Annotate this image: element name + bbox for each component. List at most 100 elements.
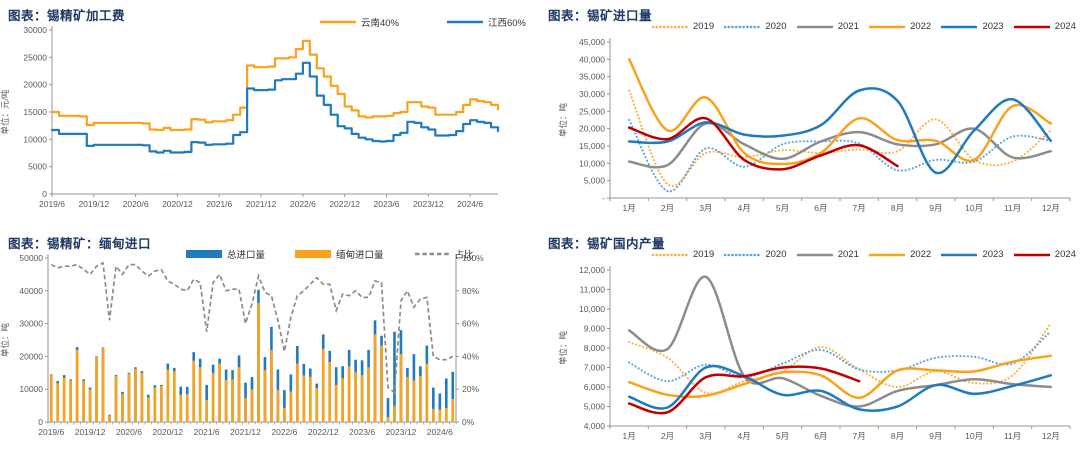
svg-text:6,000: 6,000 [584,382,606,392]
chart-canvas-processing-fee: 0 5000 10000 15000 20000 25000 30000 单位：元/吨 2019… [0,25,500,209]
svg-text:单位：吨: 单位：吨 [558,103,568,138]
svg-text:2019/12: 2019/12 [78,199,109,209]
svg-text:2022/6: 2022/6 [271,427,297,437]
legend-label: 2021 [837,21,859,32]
svg-text:8月: 8月 [891,203,904,213]
chart-title-domestic-output: 图表：锡矿国内产量 [548,237,666,251]
legend-label: 2022 [910,21,932,32]
svg-text:2月: 2月 [661,431,674,441]
series-line-2019 [628,322,1052,395]
legend-item-2023: 2023 [941,21,1004,32]
chart-panel-ore-imports: 图表：锡矿进口量 2019 2020 2021 2022 2023 2024 - 5,000… [540,0,1080,228]
svg-text:9月: 9月 [929,203,942,213]
chart-canvas-myanmar-imports: 0 10000 20000 30000 40000 50000 单位：吨 0% 20% 40% 60… [0,253,484,437]
svg-text:80%: 80% [462,286,479,296]
series-line-2023 [627,364,1053,412]
svg-text:单位：吨: 单位：吨 [0,323,10,358]
svg-text:10,000: 10,000 [579,158,605,168]
legend-item-2023: 2023 [941,249,1004,260]
legend-item-江西60%: 江西60% [446,15,526,29]
legend-label: 2019 [693,21,715,32]
svg-text:10000: 10000 [19,384,43,394]
chart-title-ore-imports: 图表：锡矿进口量 [548,9,653,23]
svg-text:2019/6: 2019/6 [39,199,65,209]
svg-text:2021/6: 2021/6 [194,427,220,437]
svg-text:单位：吨: 单位：吨 [558,331,568,366]
chart-panel-processing-fee: 图表：锡精矿加工费 云南40% 江西60% 0 5000 10000 15000 2000… [0,0,540,228]
svg-text:2019/6: 2019/6 [38,427,64,437]
legend-label: 2024 [1054,21,1076,32]
svg-text:2023/12: 2023/12 [413,199,444,209]
chart-legend-myanmar-imports: 总进口量 缅甸进口量 占比 [186,247,474,261]
legend-item-总进口量: 总进口量 [186,247,265,261]
legend-item-2024: 2024 [1013,249,1076,260]
svg-text:10月: 10月 [965,431,983,441]
svg-text:5月: 5月 [776,431,789,441]
legend-label: 占比 [454,250,474,261]
legend-item-2019: 2019 [652,249,714,260]
legend-label: 总进口量 [227,250,266,261]
svg-text:1月: 1月 [623,431,636,441]
svg-text:30000: 30000 [23,25,47,35]
svg-text:5月: 5月 [776,203,789,213]
series-line-云南40% [50,39,500,132]
svg-text:40000: 40000 [19,286,43,296]
series-line-2020 [628,118,1052,193]
svg-text:7月: 7月 [853,203,866,213]
svg-text:10000: 10000 [23,134,47,144]
svg-text:2022/6: 2022/6 [290,199,316,209]
chart-panel-myanmar-imports: 图表：锡精矿：缅甸进口 总进口量 缅甸进口量 占比 0 10000 20000 30000… [0,228,540,456]
legend-item-云南40%: 云南40% [319,15,399,29]
svg-text:2022/12: 2022/12 [308,427,339,437]
svg-text:2024/6: 2024/6 [427,427,453,437]
svg-text:40%: 40% [462,351,479,361]
svg-text:5000: 5000 [28,162,47,172]
legend-item-2021: 2021 [796,21,859,32]
legend-label: 江西60% [487,18,526,29]
series-line-2020 [628,330,1052,383]
svg-text:30,000: 30,000 [579,89,605,99]
legend-item-2022: 2022 [869,21,931,32]
svg-text:8月: 8月 [891,431,904,441]
series-line-2022 [627,354,1053,399]
series-line-2024 [627,116,899,171]
svg-text:15000: 15000 [23,107,47,117]
svg-text:0: 0 [42,189,47,199]
legend-item-占比: 占比 [414,247,474,261]
svg-text:3月: 3月 [699,203,712,213]
series-ratio-line-占比 [50,261,454,395]
svg-text:8,000: 8,000 [584,343,606,353]
svg-text:40,000: 40,000 [579,54,605,64]
svg-text:6月: 6月 [814,431,827,441]
svg-text:2021/12: 2021/12 [230,427,261,437]
svg-text:20,000: 20,000 [579,124,605,134]
svg-text:45,000: 45,000 [579,37,605,47]
legend-item-2020: 2020 [724,21,787,32]
svg-text:20000: 20000 [19,351,43,361]
svg-text:20%: 20% [462,384,479,394]
legend-label: 2019 [693,249,715,260]
svg-text:11,000: 11,000 [580,285,606,295]
legend-label: 2024 [1054,249,1076,260]
svg-text:2020/12: 2020/12 [162,199,193,209]
svg-text:2023/6: 2023/6 [374,199,400,209]
chart-panel-domestic-output: 图表：锡矿国内产量 2019 2020 2021 2022 2023 2024 4,000… [540,228,1080,456]
legend-item-2020: 2020 [724,249,787,260]
svg-text:2022/12: 2022/12 [329,199,360,209]
legend-item-缅甸进口量: 缅甸进口量 [295,247,384,261]
svg-text:100%: 100% [462,253,484,263]
svg-text:12,000: 12,000 [579,265,605,275]
chart-legend-ore-imports: 2019 2020 2021 2022 2023 2024 [652,21,1076,32]
svg-text:2023/6: 2023/6 [349,427,375,437]
svg-text:2024/6: 2024/6 [457,199,483,209]
svg-text:2023/12: 2023/12 [386,427,417,437]
svg-text:3月: 3月 [699,431,712,441]
svg-text:0%: 0% [462,417,475,427]
svg-text:单位：元/吨: 单位：元/吨 [0,89,10,134]
svg-text:2月: 2月 [661,203,674,213]
svg-text:9月: 9月 [929,431,942,441]
chart-legend-processing-fee: 云南40% 江西60% [319,15,526,29]
svg-text:35,000: 35,000 [579,72,605,82]
svg-text:1月: 1月 [623,203,636,213]
